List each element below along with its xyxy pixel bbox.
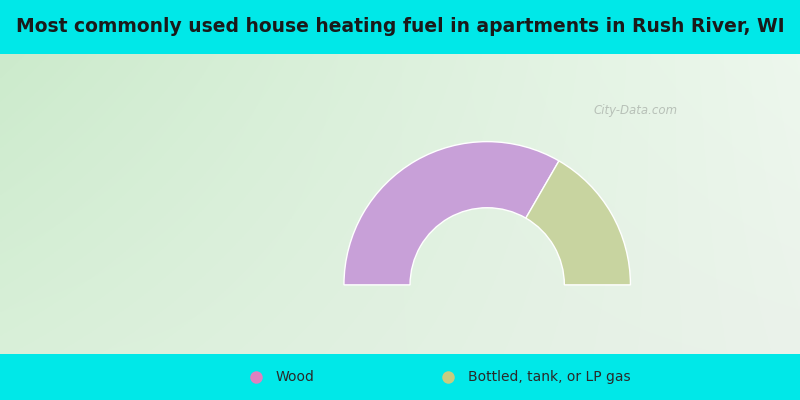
Text: Wood: Wood <box>276 370 315 384</box>
Wedge shape <box>344 142 559 285</box>
Text: City-Data.com: City-Data.com <box>593 104 678 118</box>
Text: Most commonly used house heating fuel in apartments in Rush River, WI: Most commonly used house heating fuel in… <box>16 18 784 36</box>
Text: Bottled, tank, or LP gas: Bottled, tank, or LP gas <box>468 370 630 384</box>
Wedge shape <box>526 161 630 285</box>
